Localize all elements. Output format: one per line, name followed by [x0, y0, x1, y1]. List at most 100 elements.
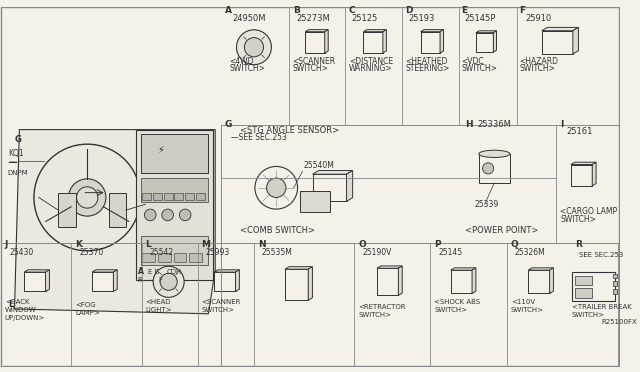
Polygon shape — [451, 268, 476, 270]
Text: <HEAD: <HEAD — [145, 299, 171, 305]
Text: <POWER POINT>: <POWER POINT> — [465, 226, 539, 235]
Bar — [285, 269, 308, 300]
Text: P: P — [435, 240, 441, 249]
Bar — [143, 253, 155, 262]
Polygon shape — [398, 266, 402, 295]
Text: WARNING>: WARNING> — [349, 64, 392, 73]
Text: C: C — [349, 6, 356, 15]
Text: N: N — [258, 240, 266, 249]
Text: M: M — [202, 240, 211, 249]
Polygon shape — [542, 28, 579, 31]
Polygon shape — [113, 270, 117, 292]
Bar — [301, 191, 330, 212]
Text: R: R — [138, 277, 142, 283]
Bar — [109, 193, 126, 227]
Text: SWITCH>: SWITCH> — [435, 307, 467, 313]
Text: <FOG: <FOG — [76, 302, 96, 308]
Bar — [542, 31, 573, 54]
Text: <STG ANGLE SENSOR>: <STG ANGLE SENSOR> — [241, 125, 339, 135]
Polygon shape — [45, 270, 49, 292]
Text: F: F — [520, 6, 525, 15]
Text: ━━: ━━ — [8, 158, 17, 167]
Text: —SEE SEC.253: —SEE SEC.253 — [230, 133, 287, 142]
Bar — [571, 164, 592, 186]
Text: 25540M: 25540M — [303, 161, 334, 170]
Text: SWITCH>: SWITCH> — [511, 307, 544, 313]
Ellipse shape — [479, 150, 510, 157]
Text: SWITCH>: SWITCH> — [202, 307, 235, 313]
Polygon shape — [312, 170, 353, 174]
Bar — [612, 281, 618, 286]
Circle shape — [483, 163, 493, 174]
Text: DNPM: DNPM — [8, 170, 28, 176]
Text: <BACK: <BACK — [5, 299, 29, 305]
Circle shape — [266, 178, 286, 198]
Circle shape — [160, 273, 177, 290]
Bar — [196, 193, 205, 201]
Text: L: L — [145, 240, 151, 249]
Text: <VDC: <VDC — [461, 57, 484, 66]
Bar — [173, 253, 186, 262]
Text: G: G — [225, 120, 232, 129]
Bar — [24, 272, 45, 292]
Text: LAMP>: LAMP> — [76, 310, 100, 316]
Bar — [141, 134, 209, 173]
Text: 25326M: 25326M — [515, 248, 545, 257]
Circle shape — [244, 38, 264, 57]
Circle shape — [153, 266, 184, 297]
Text: 25910: 25910 — [525, 14, 552, 23]
Polygon shape — [550, 268, 554, 294]
Bar — [92, 272, 113, 292]
Text: E B: E B — [148, 269, 159, 275]
Polygon shape — [383, 30, 387, 53]
Polygon shape — [420, 30, 444, 32]
Bar — [364, 32, 383, 53]
Polygon shape — [308, 267, 312, 300]
Bar — [164, 193, 173, 201]
Polygon shape — [346, 170, 353, 201]
Text: 25145P: 25145P — [464, 14, 495, 23]
Polygon shape — [573, 28, 579, 54]
Text: E: E — [461, 6, 467, 15]
Text: KQ1: KQ1 — [8, 149, 24, 158]
Text: 25339: 25339 — [475, 200, 499, 209]
Text: ⚡: ⚡ — [157, 145, 164, 155]
Polygon shape — [305, 30, 328, 32]
Bar — [158, 253, 171, 262]
Text: K: K — [76, 240, 83, 249]
Bar — [312, 174, 346, 201]
Bar — [612, 273, 618, 278]
Text: UP/DOWN>: UP/DOWN> — [5, 315, 45, 321]
Text: WINDOW: WINDOW — [5, 307, 36, 313]
Bar — [305, 32, 324, 53]
Bar — [612, 289, 618, 294]
Text: <CARGO LAMP: <CARGO LAMP — [560, 207, 618, 216]
Text: <HAZARD: <HAZARD — [520, 57, 559, 66]
Text: 25535M: 25535M — [262, 248, 292, 257]
Text: A: A — [138, 267, 143, 276]
Text: R: R — [575, 240, 582, 249]
Text: 25336M: 25336M — [477, 120, 511, 129]
Text: 25370: 25370 — [79, 248, 104, 257]
Polygon shape — [92, 270, 117, 272]
Bar — [185, 193, 194, 201]
Text: SWITCH>: SWITCH> — [572, 312, 605, 318]
Bar — [572, 272, 614, 301]
Text: CDH: CDH — [166, 269, 182, 275]
Text: L: L — [8, 300, 13, 309]
Polygon shape — [324, 30, 328, 53]
Polygon shape — [476, 31, 497, 33]
Polygon shape — [472, 268, 476, 294]
Text: 25273M: 25273M — [296, 14, 330, 23]
Bar — [141, 178, 209, 202]
Text: B: B — [292, 6, 300, 15]
Text: <SCANNER: <SCANNER — [202, 299, 241, 305]
Text: SWITCH>: SWITCH> — [292, 64, 328, 73]
Polygon shape — [493, 31, 497, 52]
Polygon shape — [285, 267, 312, 269]
Bar — [479, 154, 510, 183]
Bar — [377, 268, 398, 295]
Polygon shape — [440, 30, 444, 53]
Text: J: J — [5, 240, 8, 249]
Text: I: I — [560, 120, 564, 129]
